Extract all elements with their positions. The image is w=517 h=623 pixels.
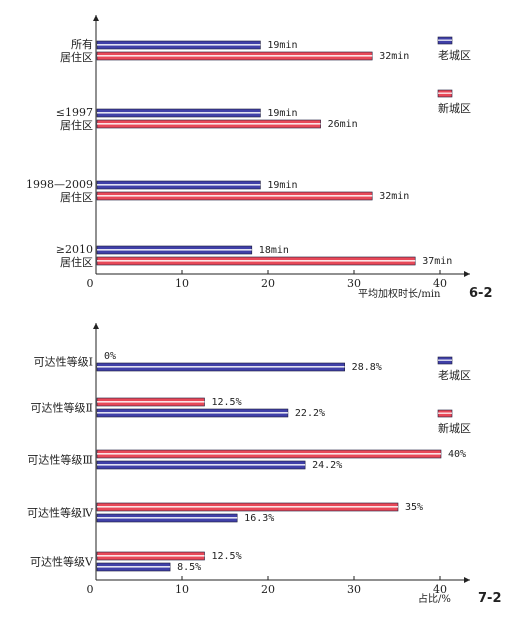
bar-highlight (97, 195, 373, 197)
category-label: 1998—2009 居住区 (26, 178, 93, 204)
bar-highlight (97, 517, 238, 519)
data-label: 37min (422, 256, 452, 267)
data-label: 24.2% (312, 460, 342, 471)
category-label: 可达性等级Ⅴ (30, 555, 94, 569)
y-axis-arrow (93, 323, 99, 329)
data-label: 12.5% (212, 551, 242, 562)
data-label: 19min (267, 108, 297, 119)
bar-highlight (97, 55, 373, 57)
bar-highlight (97, 249, 252, 251)
x-tick-label: 20 (261, 277, 275, 290)
bar-highlight (97, 555, 205, 557)
bar-highlight (97, 412, 288, 414)
category-label: 可达性等级Ⅲ (27, 453, 93, 467)
bar-highlight (97, 401, 205, 403)
legend-label: 新城区 (438, 421, 471, 435)
bar-highlight (97, 184, 261, 186)
bar-highlight (97, 44, 261, 46)
legend-label: 新城区 (438, 101, 471, 115)
data-label: 16.3% (244, 513, 274, 524)
x-tick-label: 40 (433, 583, 447, 596)
data-label: 12.5% (212, 397, 242, 408)
data-label: 35% (405, 502, 423, 513)
legend-swatch-highlight (438, 39, 452, 41)
category-label: 可达性等级Ⅳ (27, 506, 94, 520)
bar-highlight (97, 260, 416, 262)
legend-label: 老城区 (438, 369, 471, 382)
figure-number: 7-2 (478, 591, 502, 606)
x-tick-label: 30 (347, 277, 361, 290)
data-label: 32min (379, 191, 409, 202)
x-tick-label: 10 (175, 277, 189, 290)
category-label: ≥2010 居住区 (56, 243, 93, 269)
bar-highlight (97, 453, 441, 455)
x-tick-label: 20 (261, 583, 275, 596)
data-label: 28.8% (352, 362, 382, 373)
category-label: 可达性等级Ⅱ (31, 401, 93, 415)
bar-highlight (97, 506, 398, 508)
category-label: 所有居住区 (60, 37, 93, 64)
figure-number: 6-2 (469, 286, 493, 301)
category-label: 可达性等级Ⅰ (34, 355, 93, 369)
data-label: 19min (267, 40, 297, 51)
x-tick-label: 30 (347, 583, 361, 596)
data-label: 0% (104, 351, 116, 362)
data-label: 22.2% (295, 408, 325, 419)
x-axis-label: 占比/% (418, 592, 451, 605)
x-axis-label: 平均加权时长/min (358, 287, 441, 300)
legend-swatch-highlight (438, 412, 452, 414)
legend-label: 老城区 (438, 49, 471, 62)
x-axis-arrow (464, 577, 470, 583)
x-tick-label: 0 (87, 277, 94, 290)
bar-highlight (97, 566, 171, 568)
data-label: 40% (448, 449, 466, 460)
y-axis-arrow (93, 15, 99, 21)
bar-highlight (97, 366, 345, 368)
legend-swatch-highlight (438, 92, 452, 94)
x-tick-label: 10 (175, 583, 189, 596)
bar-highlight (97, 123, 321, 125)
data-label: 32min (379, 51, 409, 62)
x-tick-label: 40 (433, 277, 447, 290)
data-label: 19min (267, 180, 297, 191)
data-label: 8.5% (177, 562, 201, 573)
legend-swatch-highlight (438, 359, 452, 361)
bar-highlight (97, 464, 306, 466)
category-label: ≤1997 居住区 (56, 106, 93, 132)
data-label: 26min (328, 119, 358, 130)
bar-highlight (97, 112, 261, 114)
data-label: 18min (259, 245, 289, 256)
x-axis-arrow (464, 271, 470, 277)
x-tick-label: 0 (87, 583, 94, 596)
